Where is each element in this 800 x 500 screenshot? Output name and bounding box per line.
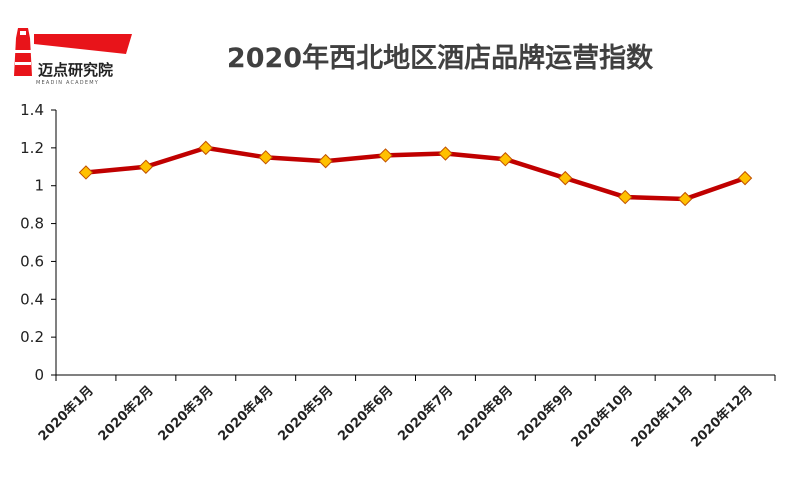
y-tick-label: 0.6: [20, 252, 44, 270]
y-axis-ticks: 0 0.2 0.4 0.6 0.8 1 1.2 1.4: [20, 101, 56, 384]
logo-lighthouse-stripe: [15, 50, 31, 53]
data-point-marker: [438, 146, 453, 161]
x-tick-label: 2020年10月: [568, 383, 636, 451]
x-tick-label: 2020年9月: [514, 383, 576, 445]
x-tick-label: 2020年5月: [275, 383, 337, 445]
data-point-marker: [677, 191, 693, 207]
x-tick-label: 2020年11月: [628, 383, 696, 451]
data-point-marker: [378, 148, 393, 163]
y-tick-label: 1: [34, 177, 44, 195]
data-point-marker: [498, 152, 513, 167]
y-tick-label: 0.4: [20, 290, 44, 308]
y-tick-label: 0.2: [20, 328, 44, 346]
markers: [78, 140, 753, 207]
x-tick-label: 2020年1月: [35, 383, 97, 445]
x-tick-label: 2020年8月: [455, 383, 517, 445]
logo-lighthouse-window: [20, 31, 26, 35]
x-tick-label: 2020年4月: [215, 383, 277, 445]
data-point-marker: [78, 165, 94, 180]
data-point-marker: [737, 170, 753, 186]
data-point-marker: [258, 150, 273, 165]
x-tick-label: 2020年2月: [95, 383, 157, 445]
logo-subtext: MEADIN ACADEMY: [36, 80, 99, 86]
axes: [55, 110, 775, 376]
data-point-marker: [618, 189, 633, 205]
x-tick-label: 2020年7月: [395, 383, 457, 445]
series-line: [83, 145, 748, 202]
y-tick-label: 0: [34, 366, 44, 384]
y-tick-label: 0.8: [20, 215, 44, 233]
meadin-logo: [14, 28, 132, 76]
x-tick-label: 2020年6月: [335, 383, 397, 445]
x-axis-ticks: 2020年1月2020年2月2020年3月2020年4月2020年5月2020年…: [35, 375, 776, 451]
series: [83, 145, 748, 202]
y-tick-label: 1.4: [20, 101, 44, 119]
chart-title: 2020年西北地区酒店品牌运营指数: [226, 43, 654, 74]
data-point-marker: [138, 159, 154, 174]
data-point-marker: [558, 170, 573, 186]
data-point-marker: [198, 140, 213, 156]
logo-text: 迈点研究院: [38, 61, 114, 79]
x-tick-label: 2020年3月: [155, 383, 217, 445]
logo-red-banner: [34, 34, 132, 54]
x-tick-label: 2020年12月: [688, 383, 756, 451]
data-point-marker: [318, 153, 333, 169]
y-tick-label: 1.2: [20, 139, 44, 157]
logo-lighthouse-stripe-2: [15, 62, 31, 65]
